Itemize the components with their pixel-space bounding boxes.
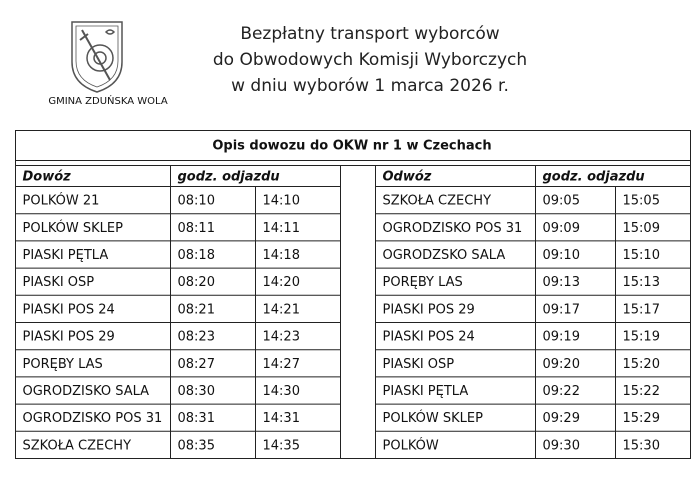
cell: 09:19 — [543, 330, 580, 345]
cell: 09:13 — [543, 275, 580, 290]
cell: 15:29 — [623, 411, 660, 426]
cell: OGRODZSKO SALA — [383, 248, 506, 263]
cell: 14:23 — [263, 330, 300, 345]
cell: 09:20 — [543, 357, 580, 372]
cell: 08:27 — [178, 357, 215, 372]
cell: 08:11 — [178, 221, 215, 236]
cell: 09:30 — [543, 438, 580, 453]
cell: 08:21 — [178, 302, 215, 317]
logo — [71, 21, 123, 93]
cell: PIASKI OSP — [383, 357, 455, 372]
cell: 08:10 — [178, 194, 215, 209]
cell: PIASKI PĘTLA — [23, 248, 109, 263]
cell: 15:19 — [623, 330, 660, 345]
cell: OGRODZISKO SALA — [23, 384, 150, 399]
cell: 08:30 — [178, 384, 215, 399]
cell: 14:20 — [263, 275, 300, 290]
column-header: Odwóz — [383, 170, 432, 185]
cell: 15:17 — [623, 302, 660, 317]
cell: 14:10 — [263, 194, 300, 209]
cell: PORĘBY LAS — [23, 357, 103, 372]
cell: 14:21 — [263, 302, 300, 317]
cell: OGRODZISKO POS 31 — [23, 411, 163, 426]
cell: POLKÓW SKLEP — [383, 410, 484, 426]
cell: 08:18 — [178, 248, 215, 263]
cell: 14:11 — [263, 221, 300, 236]
cell: 15:30 — [623, 438, 660, 453]
cell: POLKÓW SKLEP — [23, 220, 124, 236]
title-line: do Obwodowych Komisji Wyborczych — [213, 50, 527, 70]
cell: 15:13 — [623, 275, 660, 290]
title-line: w dniu wyborów 1 marca 2026 r. — [231, 76, 509, 96]
cell: 15:22 — [623, 384, 660, 399]
column-header: godz. odjazdu — [543, 170, 645, 185]
cell: PIASKI POS 24 — [23, 302, 115, 317]
logo-caption: GMINA ZDUŃSKA WOLA — [48, 94, 167, 107]
cell: 08:23 — [178, 330, 215, 345]
cell: 09:09 — [543, 221, 580, 236]
cell: OGRODZISKO POS 31 — [383, 221, 523, 236]
table-title: Opis dowozu do OKW nr 1 w Czechach — [212, 139, 491, 154]
cell: 09:29 — [543, 411, 580, 426]
column-header: Dowóz — [23, 170, 72, 185]
cell: 14:35 — [263, 438, 300, 453]
cell: PIASKI POS 24 — [383, 330, 475, 345]
cell: PIASKI POS 29 — [383, 302, 475, 317]
column-header: godz. odjazdu — [178, 170, 280, 185]
cell: 09:22 — [543, 384, 580, 399]
cell: 09:05 — [543, 194, 580, 209]
cell: 08:20 — [178, 275, 215, 290]
cell: SZKOŁA CZECHY — [383, 194, 492, 209]
cell: 14:31 — [263, 411, 300, 426]
cell: POLKÓW — [383, 437, 439, 453]
cell: 09:10 — [543, 248, 580, 263]
cell: 14:18 — [263, 248, 300, 263]
cell: 08:35 — [178, 438, 215, 453]
cell: 15:05 — [623, 194, 660, 209]
cell: PIASKI POS 29 — [23, 330, 115, 345]
cell: 08:31 — [178, 411, 215, 426]
cell: 09:17 — [543, 302, 580, 317]
cell: PIASKI OSP — [23, 275, 95, 290]
cell: 15:09 — [623, 221, 660, 236]
cell: 15:20 — [623, 357, 660, 372]
cell: 15:10 — [623, 248, 660, 263]
cell: PORĘBY LAS — [383, 275, 463, 290]
cell: SZKOŁA CZECHY — [23, 438, 132, 453]
title-line: Bezpłatny transport wyborców — [240, 24, 499, 44]
cell: POLKÓW 21 — [23, 193, 100, 209]
cell: 14:27 — [263, 357, 300, 372]
cell: PIASKI PĘTLA — [383, 384, 469, 399]
cell: 14:30 — [263, 384, 300, 399]
